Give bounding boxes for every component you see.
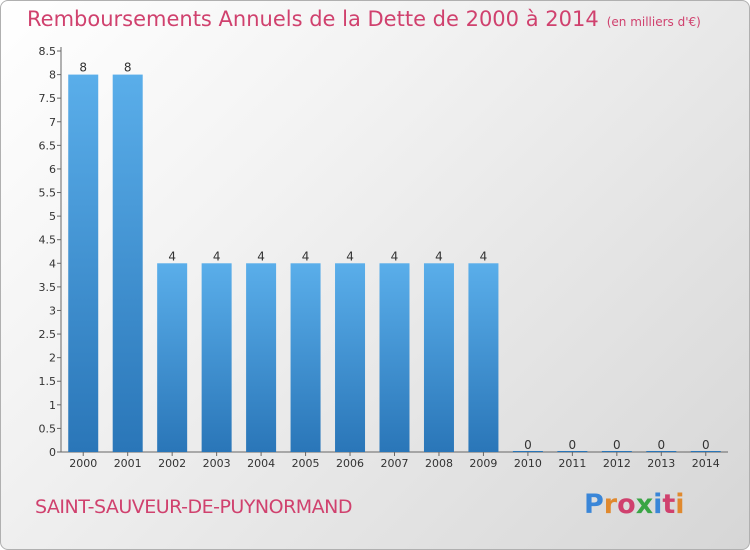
x-tick-label: 2008 — [425, 457, 453, 470]
x-tick-label: 2004 — [247, 457, 275, 470]
bar — [246, 263, 277, 452]
y-tick-label: 1 — [49, 399, 56, 412]
y-tick-label: 6.5 — [39, 139, 57, 152]
bar-value-label: 4 — [480, 249, 488, 263]
x-tick-label: 2005 — [292, 457, 320, 470]
logo-letter: P — [584, 489, 604, 520]
logo-letter: x — [635, 489, 654, 520]
bar-value-label: 4 — [257, 249, 265, 263]
y-tick-label: 2.5 — [39, 328, 57, 341]
logo-letter: r — [603, 489, 618, 520]
x-tick-label: 2003 — [203, 457, 231, 470]
proxiti-logo: Proxiti — [584, 489, 685, 520]
x-tick-label: 2010 — [514, 457, 542, 470]
logo-letter: t — [662, 489, 676, 520]
y-tick-label: 7 — [49, 116, 56, 129]
town-name: SAINT-SAUVEUR-DE-PUYNORMAND — [35, 496, 353, 518]
bar-value-label: 4 — [435, 249, 443, 263]
x-tick-label: 2011 — [558, 457, 586, 470]
bar-value-label: 4 — [213, 249, 221, 263]
bar-value-label: 8 — [124, 61, 132, 75]
bar — [335, 263, 366, 452]
bar-value-label: 4 — [302, 249, 310, 263]
bar-value-label: 0 — [524, 438, 532, 452]
x-tick-label: 2006 — [336, 457, 364, 470]
y-tick-label: 7.5 — [39, 92, 57, 105]
y-tick-label: 8 — [49, 69, 56, 82]
logo-letter: i — [675, 489, 685, 520]
x-tick-label: 2013 — [647, 457, 675, 470]
bar — [290, 263, 321, 452]
bar — [423, 263, 454, 452]
bar-value-label: 4 — [346, 249, 354, 263]
y-tick-label: 3 — [49, 304, 56, 317]
y-tick-label: 0 — [49, 446, 56, 459]
y-tick-label: 5.5 — [39, 187, 57, 200]
logo-letter: i — [653, 489, 663, 520]
x-tick-label: 2007 — [381, 457, 409, 470]
x-tick-label: 2012 — [603, 457, 631, 470]
y-tick-label: 5 — [49, 210, 56, 223]
bar — [379, 263, 410, 452]
y-tick-label: 6 — [49, 163, 56, 176]
bar-value-label: 0 — [569, 438, 577, 452]
y-tick-label: 1.5 — [39, 375, 57, 388]
x-tick-label: 2001 — [114, 457, 142, 470]
bar — [112, 74, 143, 453]
title-text: Remboursements Annuels de la Dette de 20… — [27, 7, 599, 31]
x-tick-label: 2000 — [69, 457, 97, 470]
bar-value-label: 4 — [391, 249, 399, 263]
bar-value-label: 0 — [613, 438, 621, 452]
bar — [201, 263, 232, 452]
y-tick-label: 2 — [49, 352, 56, 365]
x-tick-label: 2014 — [692, 457, 720, 470]
bar-value-label: 0 — [702, 438, 710, 452]
bar-value-label: 4 — [168, 249, 176, 263]
y-tick-label: 4.5 — [39, 234, 57, 247]
x-tick-label: 2009 — [469, 457, 497, 470]
y-tick-label: 8.5 — [39, 45, 57, 58]
y-tick-label: 0.5 — [39, 422, 57, 435]
y-tick-label: 4 — [49, 257, 56, 270]
bar — [157, 263, 188, 452]
bar — [468, 263, 499, 452]
bar-value-label: 8 — [79, 61, 87, 75]
x-tick-label: 2002 — [158, 457, 186, 470]
y-tick-label: 3.5 — [39, 281, 57, 294]
unit-label: (en milliers d'€) — [606, 15, 701, 29]
bar — [68, 74, 99, 453]
bar-value-label: 0 — [657, 438, 665, 452]
chart-title: Remboursements Annuels de la Dette de 20… — [27, 7, 701, 31]
logo-letter: o — [617, 489, 636, 520]
